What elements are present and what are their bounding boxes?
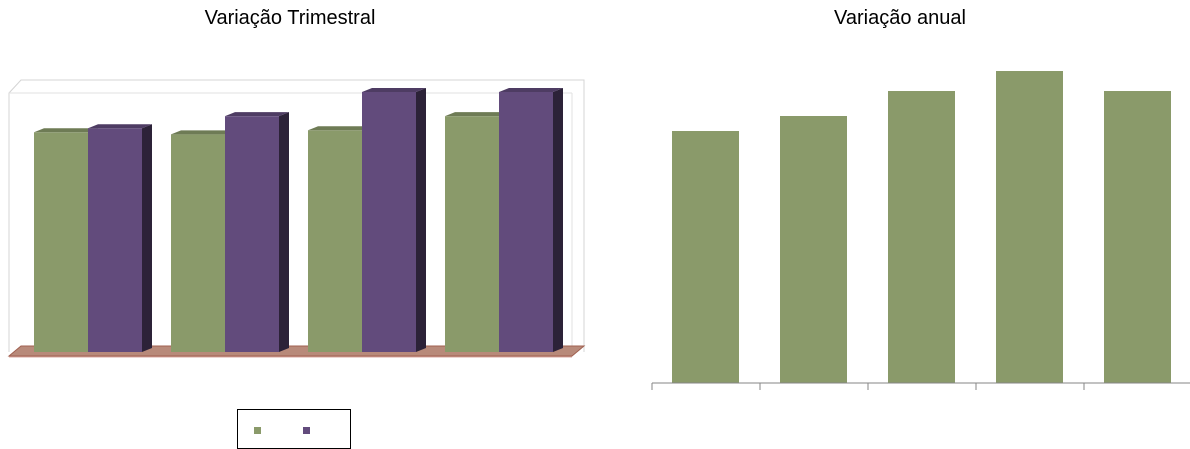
bar-q4-series1-top: [445, 112, 509, 117]
annual-bar-5: [1104, 91, 1171, 383]
plot-floor: [7, 345, 586, 357]
bar-q3-series2-side: [416, 88, 426, 352]
bar-q1-series2-side: [142, 124, 152, 352]
chart-title-annual: Variação anual: [834, 7, 966, 29]
bar-q3-series2-top: [362, 88, 426, 92]
chart-legend: [237, 409, 351, 449]
legend-swatch-series-2: [303, 427, 310, 434]
bar-q3-series1-top: [308, 126, 372, 131]
legend-swatch-series-1: [254, 427, 261, 434]
bar-q4-series2-side: [553, 88, 563, 352]
bar-q1-series1-top: [34, 128, 98, 133]
bar-q1-series2-top: [88, 124, 152, 129]
bar-q1-series1: [34, 132, 88, 352]
chart-title-quarterly: Variação Trimestral: [204, 7, 376, 29]
annual-bar-4: [996, 71, 1063, 383]
annual-bar-2: [780, 116, 847, 383]
bar-q4-series2-top: [499, 88, 563, 92]
annual-bar-1: [672, 131, 739, 383]
bar-q2-series1: [171, 134, 225, 352]
bar-q2-series2-top: [225, 112, 289, 117]
bar-q4-series1: [445, 116, 499, 353]
bar-q1-series2: [88, 128, 142, 352]
plot-frame: [8, 79, 585, 352]
bar-q4-series2: [499, 92, 553, 352]
bar-q2-series1-top: [171, 130, 235, 135]
bar-q3-series1: [308, 130, 362, 352]
annual-bar-3: [888, 91, 955, 383]
bar-q3-series2: [362, 92, 416, 352]
bar-q2-series2-side: [279, 112, 289, 353]
bar-q2-series2: [225, 116, 279, 353]
